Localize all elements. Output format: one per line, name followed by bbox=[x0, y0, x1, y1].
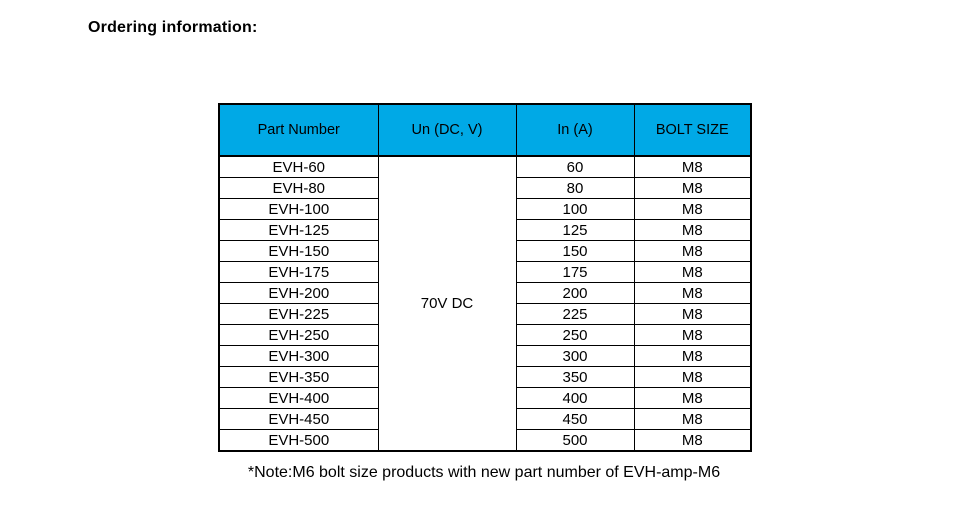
bolt-size-cell: M8 bbox=[633, 155, 752, 178]
part-number-cell: EVH-500 bbox=[218, 429, 379, 452]
part-number-cell: EVH-225 bbox=[218, 303, 379, 325]
bolt-size-cell: M8 bbox=[633, 408, 752, 430]
part-number-cell: EVH-300 bbox=[218, 345, 379, 367]
part-number-cell: EVH-150 bbox=[218, 240, 379, 262]
part-number-cell: EVH-350 bbox=[218, 366, 379, 388]
current-cell: 60 bbox=[515, 155, 635, 178]
current-cell: 350 bbox=[515, 366, 635, 388]
col-header-part-number: Part Number bbox=[218, 103, 379, 157]
table-row: EVH-200 200 M8 bbox=[218, 282, 752, 304]
bolt-size-cell: M8 bbox=[633, 198, 752, 220]
bolt-size-cell: M8 bbox=[633, 387, 752, 409]
ordering-table: Part Number Un (DC, V) In (A) BOLT SIZE … bbox=[218, 103, 752, 452]
current-cell: 150 bbox=[515, 240, 635, 262]
current-cell: 200 bbox=[515, 282, 635, 304]
current-cell: 225 bbox=[515, 303, 635, 325]
table-row: EVH-60 70V DC 60 M8 bbox=[218, 155, 752, 452]
current-cell: 250 bbox=[515, 324, 635, 346]
bolt-size-cell: M8 bbox=[633, 177, 752, 199]
bolt-size-cell: M8 bbox=[633, 261, 752, 283]
table-row: EVH-225 225 M8 bbox=[218, 303, 752, 325]
note-text: *Note:M6 bolt size products with new par… bbox=[247, 464, 721, 481]
table-row: EVH-300 300 M8 bbox=[218, 345, 752, 367]
current-cell: 400 bbox=[515, 387, 635, 409]
current-cell: 100 bbox=[515, 198, 635, 220]
table-row: EVH-450 450 M8 bbox=[218, 408, 752, 430]
current-cell: 175 bbox=[515, 261, 635, 283]
part-number-cell: EVH-80 bbox=[218, 177, 379, 199]
current-cell: 500 bbox=[515, 429, 635, 452]
current-cell: 125 bbox=[515, 219, 635, 241]
col-header-bolt-size: BOLT SIZE bbox=[633, 103, 752, 157]
table-row: EVH-100 100 M8 bbox=[218, 198, 752, 220]
col-header-un-dc-v: Un (DC, V) bbox=[377, 103, 517, 157]
part-number-cell: EVH-60 bbox=[218, 155, 379, 178]
part-number-cell: EVH-175 bbox=[218, 261, 379, 283]
part-number-cell: EVH-125 bbox=[218, 219, 379, 241]
page-title: Ordering information: bbox=[88, 19, 258, 36]
part-number-cell: EVH-250 bbox=[218, 324, 379, 346]
col-header-in-a: In (A) bbox=[515, 103, 635, 157]
part-number-cell: EVH-200 bbox=[218, 282, 379, 304]
bolt-size-cell: M8 bbox=[633, 366, 752, 388]
part-number-cell: EVH-400 bbox=[218, 387, 379, 409]
bolt-size-cell: M8 bbox=[633, 219, 752, 241]
table-row: EVH-250 250 M8 bbox=[218, 324, 752, 346]
bolt-size-cell: M8 bbox=[633, 240, 752, 262]
voltage-merged-cell: 70V DC bbox=[377, 155, 517, 452]
header-row: Part Number Un (DC, V) In (A) BOLT SIZE bbox=[218, 103, 752, 157]
table-row: EVH-175 175 M8 bbox=[218, 261, 752, 283]
bolt-size-cell: M8 bbox=[633, 324, 752, 346]
bolt-size-cell: M8 bbox=[633, 345, 752, 367]
bolt-size-cell: M8 bbox=[633, 303, 752, 325]
table-row: EVH-150 150 M8 bbox=[218, 240, 752, 262]
part-number-cell: EVH-100 bbox=[218, 198, 379, 220]
table-row: EVH-500 500 M8 bbox=[218, 429, 752, 452]
current-cell: 300 bbox=[515, 345, 635, 367]
bolt-size-cell: M8 bbox=[633, 282, 752, 304]
part-number-cell: EVH-450 bbox=[218, 408, 379, 430]
bolt-size-cell: M8 bbox=[633, 429, 752, 452]
current-cell: 450 bbox=[515, 408, 635, 430]
current-cell: 80 bbox=[515, 177, 635, 199]
table-body: EVH-60 70V DC 60 M8 EVH-80 80 M8 EVH-100 100 M8 EV… bbox=[218, 155, 752, 452]
